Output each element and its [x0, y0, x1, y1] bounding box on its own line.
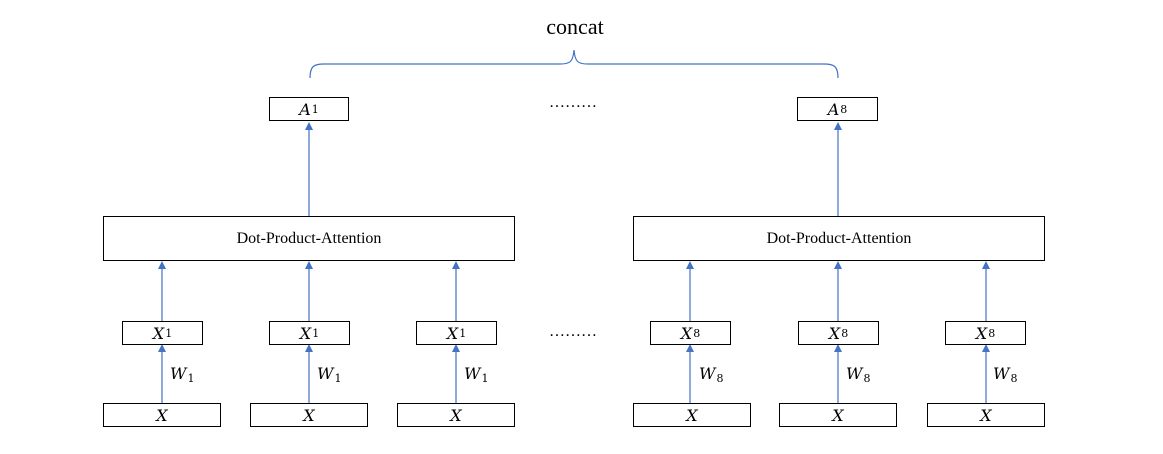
w-h1-1-sub: 1 — [187, 372, 195, 385]
weight-label-head8-1: W8 — [699, 364, 723, 385]
input-h1-2: X — [303, 405, 315, 425]
input-h8-2: X — [832, 405, 844, 425]
weight-label-head1-1: W1 — [170, 364, 194, 385]
ellipsis-mid: ……… — [549, 323, 597, 340]
output-a1-sub: 1 — [311, 102, 319, 116]
weight-label-head1-2: W1 — [317, 364, 341, 385]
proj-h1-1-base: X — [152, 323, 165, 343]
input-h1-1: X — [156, 405, 168, 425]
input-h8-3: X — [980, 405, 992, 425]
w-h1-1-base: W — [170, 364, 187, 383]
proj-h8-2-sub: 8 — [841, 326, 849, 340]
input-box-head8-2: X — [779, 403, 897, 427]
input-box-head1-2: X — [250, 403, 368, 427]
w-h8-1-base: W — [699, 364, 716, 383]
w-h8-3-sub: 8 — [1010, 372, 1018, 385]
weight-label-head8-2: W8 — [846, 364, 870, 385]
w-h8-3-base: W — [993, 364, 1010, 383]
proj-h8-3-base: X — [975, 323, 988, 343]
concat-label: concat — [546, 14, 604, 39]
attention-box-head1: Dot-Product-Attention — [103, 216, 515, 261]
w-h8-2-base: W — [846, 364, 863, 383]
proj-h8-1-base: X — [680, 323, 693, 343]
proj-h8-1-sub: 8 — [693, 326, 701, 340]
concat-brace — [309, 49, 839, 79]
proj-h8-2-base: X — [828, 323, 841, 343]
output-a8-base: A — [827, 99, 840, 119]
w-h8-1-sub: 8 — [716, 372, 724, 385]
proj-h1-3-sub: 1 — [459, 326, 467, 340]
input-h1-3: X — [450, 405, 462, 425]
attention-label-head1: Dot-Product-Attention — [236, 229, 382, 247]
output-a1-base: A — [299, 99, 311, 119]
output-a8-sub: 8 — [840, 102, 848, 116]
proj-h1-2-sub: 1 — [312, 326, 320, 340]
w-h1-3-base: W — [464, 364, 481, 383]
w-h1-3-sub: 1 — [481, 372, 489, 385]
input-box-head8-1: X — [633, 403, 751, 427]
input-box-head1-1: X — [103, 403, 221, 427]
weight-label-head8-3: W8 — [993, 364, 1017, 385]
attention-box-head8: Dot-Product-Attention — [633, 216, 1045, 261]
proj-h1-1-sub: 1 — [165, 326, 173, 340]
w-h1-2-base: W — [317, 364, 334, 383]
proj-h8-3-sub: 8 — [988, 326, 996, 340]
w-h8-2-sub: 8 — [863, 372, 871, 385]
weight-label-head1-3: W1 — [464, 364, 488, 385]
input-h8-1: X — [686, 405, 698, 425]
proj-h1-2-base: X — [299, 323, 312, 343]
input-box-head8-3: X — [927, 403, 1045, 427]
proj-h1-3-base: X — [446, 323, 459, 343]
input-box-head1-3: X — [397, 403, 515, 427]
ellipsis-top: ……… — [549, 94, 597, 111]
attention-label-head8: Dot-Product-Attention — [766, 229, 912, 247]
w-h1-2-sub: 1 — [334, 372, 342, 385]
